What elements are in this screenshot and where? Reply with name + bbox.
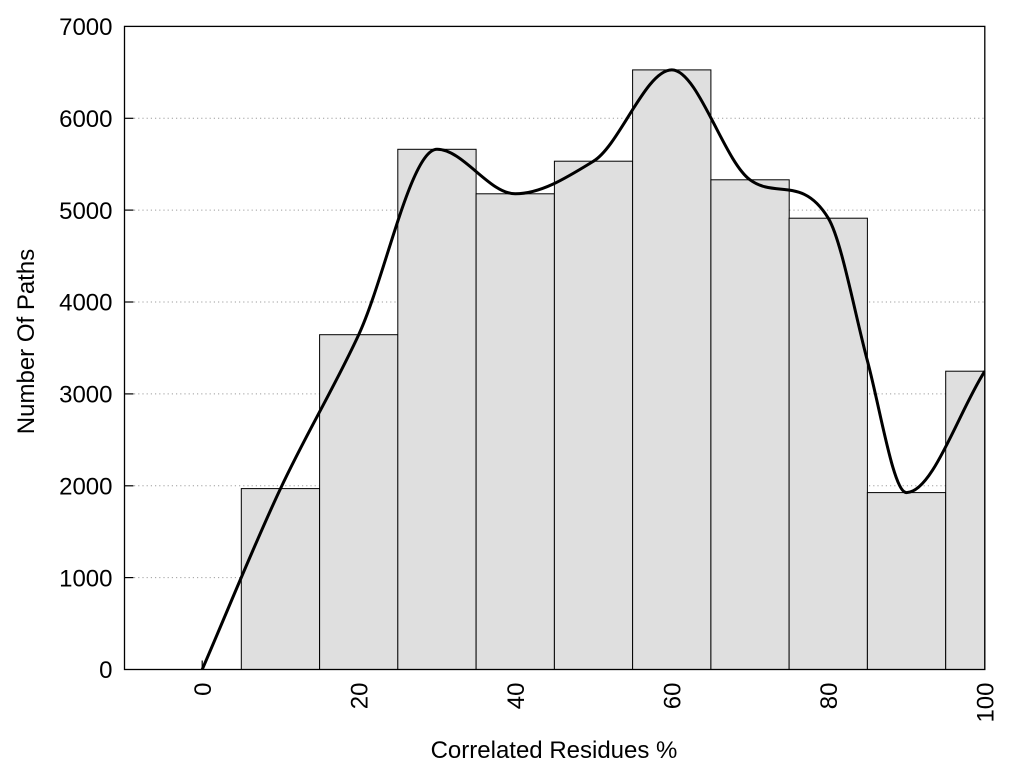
svg-text:0: 0	[99, 657, 112, 684]
svg-text:2000: 2000	[59, 474, 112, 501]
svg-text:Correlated Residues %: Correlated Residues %	[431, 737, 678, 764]
svg-text:3000: 3000	[59, 382, 112, 409]
svg-text:7000: 7000	[59, 14, 112, 41]
svg-text:60: 60	[660, 683, 687, 710]
svg-text:100: 100	[973, 683, 1000, 723]
svg-text:Number Of Paths: Number Of Paths	[13, 249, 40, 434]
svg-text:5000: 5000	[59, 198, 112, 225]
svg-text:1000: 1000	[59, 565, 112, 592]
svg-text:6000: 6000	[59, 106, 112, 133]
svg-text:0: 0	[190, 683, 217, 696]
svg-text:4000: 4000	[59, 290, 112, 317]
svg-text:80: 80	[816, 683, 843, 710]
svg-text:20: 20	[346, 683, 373, 710]
svg-text:40: 40	[503, 683, 530, 710]
